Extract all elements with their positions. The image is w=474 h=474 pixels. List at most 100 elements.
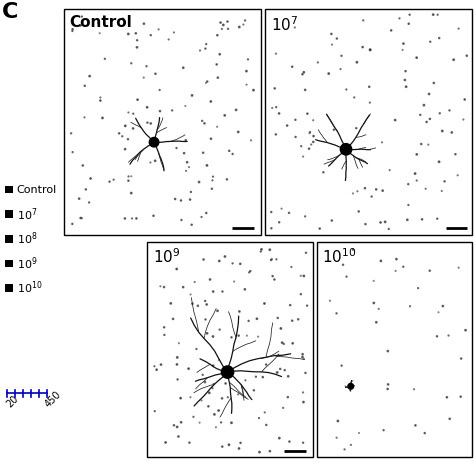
Point <box>237 439 244 447</box>
Point <box>410 385 418 393</box>
Point <box>457 393 465 401</box>
Point <box>271 84 279 92</box>
Point <box>267 208 275 216</box>
Point <box>143 63 150 70</box>
Point <box>310 138 317 146</box>
Point <box>349 246 357 254</box>
Point <box>174 433 182 440</box>
Point <box>284 393 292 401</box>
Point <box>234 391 242 398</box>
Bar <box>5 235 13 243</box>
Bar <box>317 242 472 457</box>
Point <box>217 419 225 426</box>
Point <box>347 441 355 449</box>
Point <box>173 265 181 273</box>
Point <box>125 177 132 184</box>
Point <box>299 350 306 358</box>
Point <box>206 276 214 283</box>
Point <box>268 104 276 112</box>
Text: 450: 450 <box>43 389 63 409</box>
Point <box>153 366 160 374</box>
Point <box>306 129 313 137</box>
Point <box>206 389 213 397</box>
Point <box>355 429 363 437</box>
Bar <box>265 9 472 235</box>
Point <box>279 404 287 411</box>
Point <box>140 20 148 27</box>
Text: 10$^{10}$: 10$^{10}$ <box>17 280 42 297</box>
Point <box>222 380 229 387</box>
Point <box>78 214 86 222</box>
Point <box>420 101 428 109</box>
Point <box>373 319 380 326</box>
Point <box>187 188 195 196</box>
Point <box>362 220 369 228</box>
Point <box>281 366 289 374</box>
Point <box>275 434 283 442</box>
Point <box>445 332 452 339</box>
Point <box>355 208 363 215</box>
Point <box>217 19 224 27</box>
Point <box>182 102 189 110</box>
Point <box>246 269 253 276</box>
Point <box>258 246 265 253</box>
Point <box>446 107 453 114</box>
Text: 10$^7$: 10$^7$ <box>271 15 299 34</box>
Point <box>183 158 191 166</box>
Point <box>82 186 90 193</box>
Point <box>237 260 244 268</box>
Point <box>194 302 201 310</box>
Point <box>177 419 185 426</box>
Text: 10$^8$: 10$^8$ <box>17 230 37 247</box>
Point <box>175 339 182 347</box>
Point <box>368 193 375 201</box>
Text: Control: Control <box>17 184 57 195</box>
Point <box>460 116 467 123</box>
Point <box>185 164 193 171</box>
Point <box>214 31 221 39</box>
Point <box>278 205 285 212</box>
Point <box>207 135 215 143</box>
Point <box>297 272 305 280</box>
Point <box>235 445 243 452</box>
Point <box>291 24 299 31</box>
Point <box>274 314 282 322</box>
Point <box>224 18 231 26</box>
Point <box>151 157 159 164</box>
Point <box>461 96 468 103</box>
Point <box>299 353 306 361</box>
Point <box>157 361 165 368</box>
Point <box>133 215 140 222</box>
Point <box>404 180 412 188</box>
Point <box>268 255 276 263</box>
Point <box>161 331 168 339</box>
Point <box>215 407 222 414</box>
Text: Control: Control <box>70 15 132 30</box>
Point <box>402 67 410 75</box>
Point <box>179 283 187 291</box>
Point <box>288 317 296 325</box>
Point <box>144 119 151 127</box>
Point <box>94 19 102 27</box>
Point <box>124 136 132 143</box>
Point <box>418 216 426 223</box>
Point <box>200 255 207 263</box>
Point <box>128 189 135 197</box>
Point <box>255 414 263 422</box>
Point <box>370 277 377 284</box>
Point <box>443 393 451 401</box>
Point <box>292 133 300 141</box>
Point <box>110 176 118 183</box>
Point <box>150 212 157 219</box>
Point <box>132 29 140 37</box>
Point <box>349 190 357 197</box>
Point <box>201 119 208 127</box>
Point <box>128 59 135 67</box>
Text: 10$^9$: 10$^9$ <box>153 247 180 266</box>
Point <box>226 364 234 371</box>
Point <box>236 23 243 31</box>
Point <box>160 283 168 291</box>
Point <box>152 70 159 78</box>
Point <box>239 21 247 28</box>
Point <box>171 195 179 203</box>
